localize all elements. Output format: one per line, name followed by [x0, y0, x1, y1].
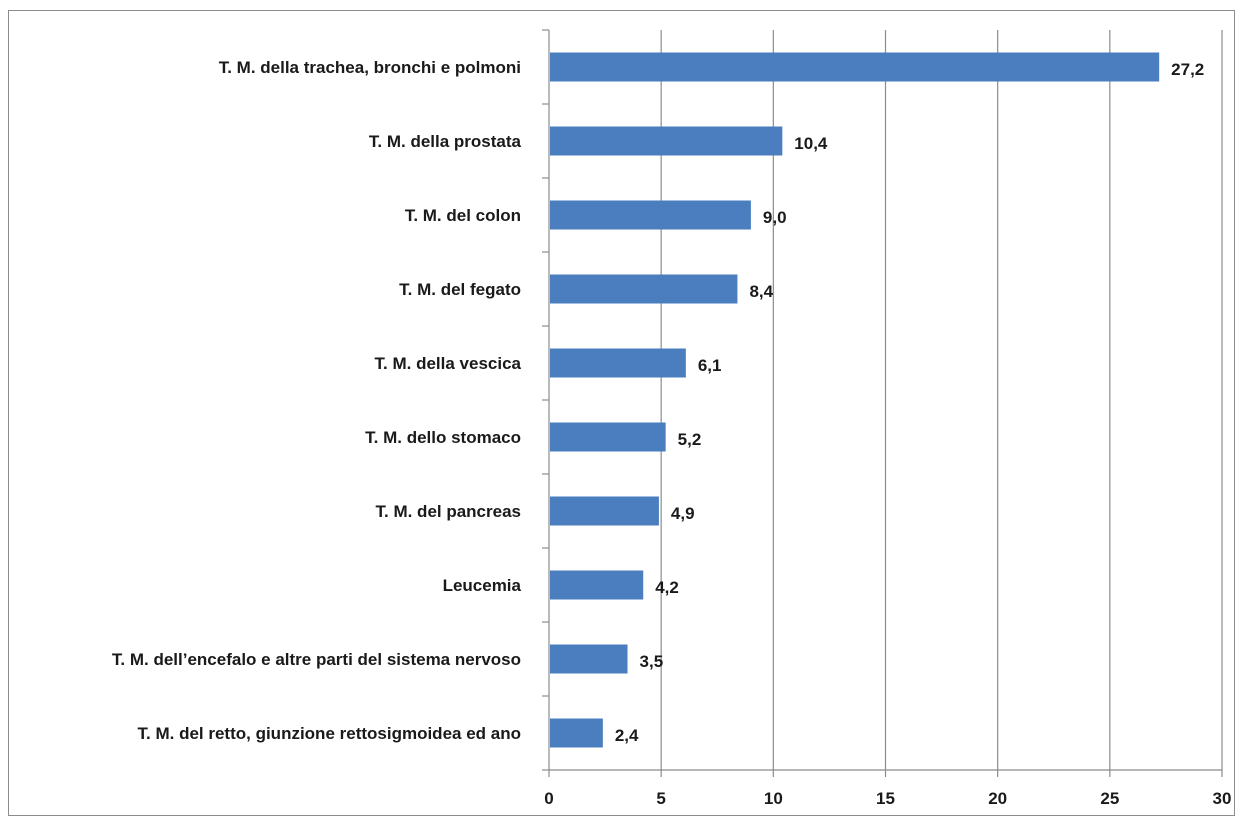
labels: 0 5 10 15 20 25 30 T. M. della trachea, bronchi…	[112, 58, 1232, 808]
bar	[550, 274, 738, 304]
category-label: T. M. dell’encefalo e altre parti del si…	[112, 650, 521, 669]
category-label: T. M. del fegato	[399, 280, 521, 299]
bar	[550, 496, 659, 526]
bar	[550, 570, 644, 600]
bar	[550, 52, 1160, 82]
bar	[550, 348, 686, 378]
bars	[550, 52, 1160, 748]
data-label: 4,2	[655, 578, 679, 597]
x-tick-label: 10	[764, 789, 783, 808]
data-label: 8,4	[749, 282, 773, 301]
category-label: T. M. della vescica	[375, 354, 522, 373]
data-label: 6,1	[698, 356, 722, 375]
x-tick-label: 30	[1213, 789, 1232, 808]
bar	[550, 644, 628, 674]
category-label: T. M. della prostata	[369, 132, 522, 151]
category-label: T. M. del colon	[405, 206, 521, 225]
category-label: T. M. dello stomaco	[365, 428, 521, 447]
data-label: 4,9	[671, 504, 695, 523]
data-label: 2,4	[615, 726, 639, 745]
bar	[550, 718, 603, 748]
axes	[542, 29, 1223, 777]
data-label: 27,2	[1171, 60, 1204, 79]
bar	[550, 200, 751, 230]
x-tick-label: 20	[988, 789, 1007, 808]
x-tick-label: 25	[1100, 789, 1119, 808]
bar	[550, 422, 666, 452]
x-tick-label: 0	[544, 789, 553, 808]
data-label: 9,0	[763, 208, 787, 227]
bar	[550, 126, 783, 156]
data-label: 10,4	[794, 134, 828, 153]
category-label: Leucemia	[443, 576, 522, 595]
category-label: T. M. della trachea, bronchi e polmoni	[219, 58, 521, 77]
x-tick-label: 5	[656, 789, 665, 808]
category-label: T. M. del pancreas	[376, 502, 522, 521]
x-tick-label: 15	[876, 789, 895, 808]
data-label: 5,2	[678, 430, 702, 449]
category-label: T. M. del retto, giunzione rettosigmoide…	[138, 724, 521, 743]
data-label: 3,5	[640, 652, 664, 671]
